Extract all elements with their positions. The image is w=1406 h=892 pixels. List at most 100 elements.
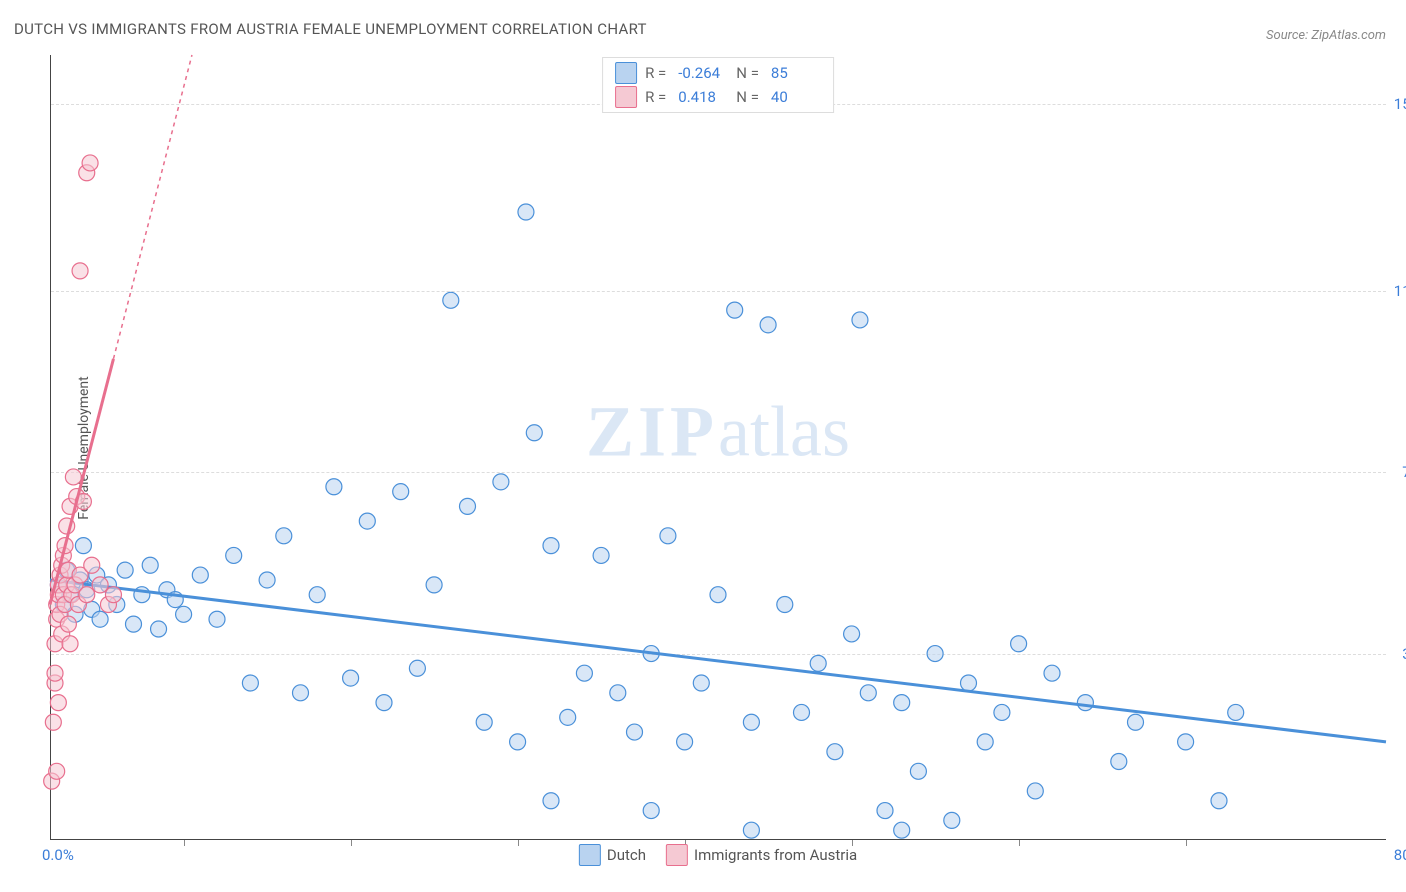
plot-area: 15.0%11.2%7.5%3.8% Female Unemployment Z… [50,55,1386,840]
data-point [944,812,960,828]
data-point [560,709,576,725]
data-point [176,606,192,622]
chart-container: DUTCH VS IMMIGRANTS FROM AUSTRIA FEMALE … [0,0,1406,892]
y-tick-label: 11.2% [1394,282,1406,300]
data-point [1011,636,1027,652]
data-point [426,577,442,593]
data-point [727,302,743,318]
data-point [376,695,392,711]
data-point [543,538,559,554]
r-label: R = [645,64,666,82]
data-point [777,597,793,613]
data-point [852,312,868,328]
data-point [860,685,876,701]
data-point [49,763,65,779]
data-point [1228,704,1244,720]
data-point [743,822,759,838]
correlation-row: R = 0.418 N = 40 [615,86,821,108]
data-point [45,714,61,730]
x-tick [518,840,519,846]
correlation-row: R = -0.264 N = 85 [615,62,821,84]
data-point [151,621,167,637]
data-point [126,616,142,632]
chart-title: DUTCH VS IMMIGRANTS FROM AUSTRIA FEMALE … [14,20,647,38]
series-legend: Dutch Immigrants from Austria [579,844,857,866]
data-point [50,695,66,711]
data-point [242,675,258,691]
data-point [627,724,643,740]
data-point [660,528,676,544]
legend-item: Immigrants from Austria [666,844,857,866]
data-point [1027,783,1043,799]
data-point [894,695,910,711]
data-point [1077,695,1093,711]
data-point [526,425,542,441]
data-point [359,513,375,529]
y-tick-label: 3.8% [1402,645,1406,663]
r-value: -0.264 [678,64,728,82]
data-point [443,292,459,308]
data-point [47,665,63,681]
data-point [677,734,693,750]
x-tick [184,840,185,846]
n-value: 85 [771,64,821,82]
n-label: N = [736,88,759,106]
data-point [894,822,910,838]
data-point [226,547,242,563]
swatch-icon [615,62,637,84]
y-tick-label: 15.0% [1394,95,1406,113]
n-label: N = [736,64,759,82]
r-value: 0.418 [678,88,728,106]
swatch-icon [615,86,637,108]
correlation-legend: R = -0.264 N = 85R = 0.418 N = 40 [602,57,834,113]
legend-label: Immigrants from Austria [694,846,857,864]
data-point [1211,793,1227,809]
data-point [543,793,559,809]
data-point [92,611,108,627]
data-point [60,616,76,632]
data-point [117,562,133,578]
data-point [493,474,509,490]
data-point [142,557,158,573]
data-point [92,577,108,593]
data-point [794,704,810,720]
y-tick-label: 7.5% [1402,463,1406,481]
data-point [994,704,1010,720]
data-point [961,675,977,691]
data-point [209,611,225,627]
legend-label: Dutch [607,846,646,864]
data-point [1044,665,1060,681]
data-point [710,587,726,603]
data-point [977,734,993,750]
data-point [84,557,100,573]
x-tick [351,840,352,846]
data-point [476,714,492,730]
data-point [192,567,208,583]
n-value: 40 [771,88,821,106]
r-label: R = [645,88,666,106]
swatch-icon [579,844,601,866]
data-point [510,734,526,750]
x-max-label: 80.0% [1394,846,1406,864]
data-point [1178,734,1194,750]
data-point [62,636,78,652]
data-point [82,155,98,171]
x-tick [1019,840,1020,846]
data-point [927,646,943,662]
data-point [910,763,926,779]
swatch-icon [666,844,688,866]
data-point [610,685,626,701]
source-attribution: Source: ZipAtlas.com [1266,28,1386,43]
scatter-svg [50,55,1386,840]
data-point [409,660,425,676]
data-point [309,587,325,603]
data-point [693,675,709,691]
data-point [518,204,534,220]
data-point [760,317,776,333]
data-point [65,469,81,485]
data-point [1128,714,1144,730]
data-point [79,587,95,603]
data-point [460,498,476,514]
data-point [326,479,342,495]
trend-line [50,580,1386,742]
